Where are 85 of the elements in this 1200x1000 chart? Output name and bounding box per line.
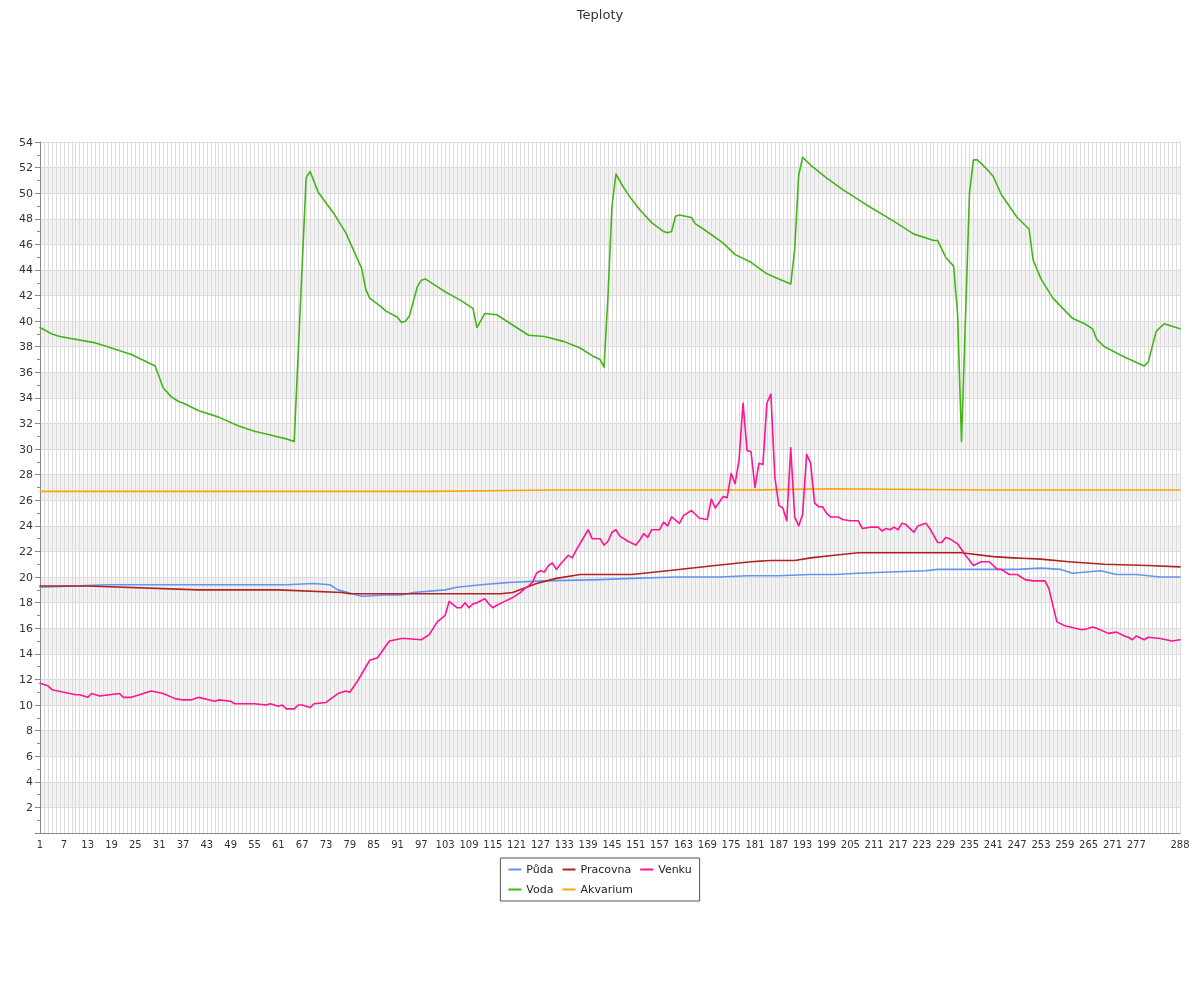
y-tick-label: 26 [19,493,33,507]
y-tick-label: 36 [19,365,33,379]
y-tick-label: 40 [19,314,33,328]
y-tick-label: 2 [26,800,33,814]
y-tick-label: 52 [19,161,33,175]
y-tick-label: 24 [19,519,33,533]
line-series [39,393,1181,710]
x-tick-label: 229 [936,838,956,850]
x-tick-label: 37 [176,838,190,850]
y-tick-label: 32 [19,417,33,431]
x-tick-label: 61 [271,838,285,850]
y-tick-label: 38 [19,340,33,354]
y-tick-label: 50 [19,186,33,200]
x-tick-label: 247 [1007,838,1027,850]
x-tick-label: 211 [864,838,884,850]
x-tick-label: 103 [435,838,455,850]
x-tick-label: 217 [888,838,908,850]
x-tick-label: 259 [1055,838,1075,850]
x-tick-label: 145 [602,838,622,850]
x-tick-label: 265 [1079,838,1099,850]
x-tick-label: 1 [36,838,44,850]
x-tick-label: 169 [697,838,717,850]
legend-label: Akvarium [580,883,633,896]
x-tick-label: 121 [507,838,527,850]
x-tick-label: 109 [459,838,479,850]
y-tick-label: 48 [19,212,33,226]
x-tick-label: 187 [769,838,789,850]
x-tick-label: 49 [224,838,238,850]
legend-label: Venku [658,863,692,876]
x-tick-label: 79 [343,838,357,850]
y-tick-label: 12 [19,672,33,686]
y-tick-label: 14 [19,647,33,661]
x-tick-label: 157 [650,838,670,850]
x-tick-label: 91 [391,838,404,850]
y-tick-label: 28 [19,468,33,482]
x-tick-label: 7 [60,838,68,850]
legend-label: Voda [526,883,554,896]
x-tick-label: 13 [81,838,95,850]
y-tick-label: 8 [26,724,33,738]
x-tick-label: 175 [721,838,741,850]
x-tick-label: 139 [578,838,598,850]
x-tick-label: 241 [983,838,1003,850]
x-tick-label: 67 [295,838,309,850]
x-tick-label: 199 [816,838,837,850]
x-tick-label: 31 [152,838,166,850]
x-tick-label: 205 [840,838,860,850]
x-tick-label: 253 [1031,838,1051,850]
chart-title: Teploty [575,7,624,22]
x-tick-label: 73 [319,838,333,850]
x-tick-label: 223 [912,838,932,850]
x-tick-label: 181 [745,838,765,850]
x-tick-label: 163 [673,838,694,850]
x-tick-label: 271 [1102,838,1123,850]
y-tick-label: 46 [19,237,33,251]
x-tick-label: 193 [793,838,813,850]
x-tick-label: 25 [128,838,142,850]
y-tick-label: 18 [19,596,33,610]
y-tick-label: 20 [19,570,33,584]
y-tick-label: 34 [19,391,33,405]
x-tick-label: 277 [1126,838,1146,850]
x-tick-label: 43 [200,838,214,850]
x-tick-label: 19 [105,838,118,850]
line-series [39,567,1181,598]
legend-label: Pracovna [580,863,632,876]
line-series [39,551,1181,595]
y-tick-label: 44 [19,263,33,277]
y-tick-label: 4 [26,775,33,789]
x-tick-label: 288 [1170,838,1190,850]
x-tick-label: 133 [554,838,574,850]
y-tick-label: 10 [19,698,33,712]
x-tick-label: 235 [959,838,980,850]
legend-label: Půda [526,863,554,876]
x-tick-label: 55 [248,838,261,850]
y-tick-label: 22 [19,544,33,558]
x-tick-label: 97 [414,838,428,850]
y-tick-label: 42 [19,289,33,303]
x-tick-label: 115 [483,838,503,850]
x-tick-label: 85 [367,838,381,850]
x-tick-label: 151 [626,838,646,850]
y-tick-label: 54 [19,135,33,149]
y-tick-label: 16 [19,621,33,635]
line-series [39,156,1181,443]
y-tick-label: 30 [19,442,33,456]
y-tick-label: 6 [26,749,33,763]
x-tick-label: 127 [530,838,551,850]
